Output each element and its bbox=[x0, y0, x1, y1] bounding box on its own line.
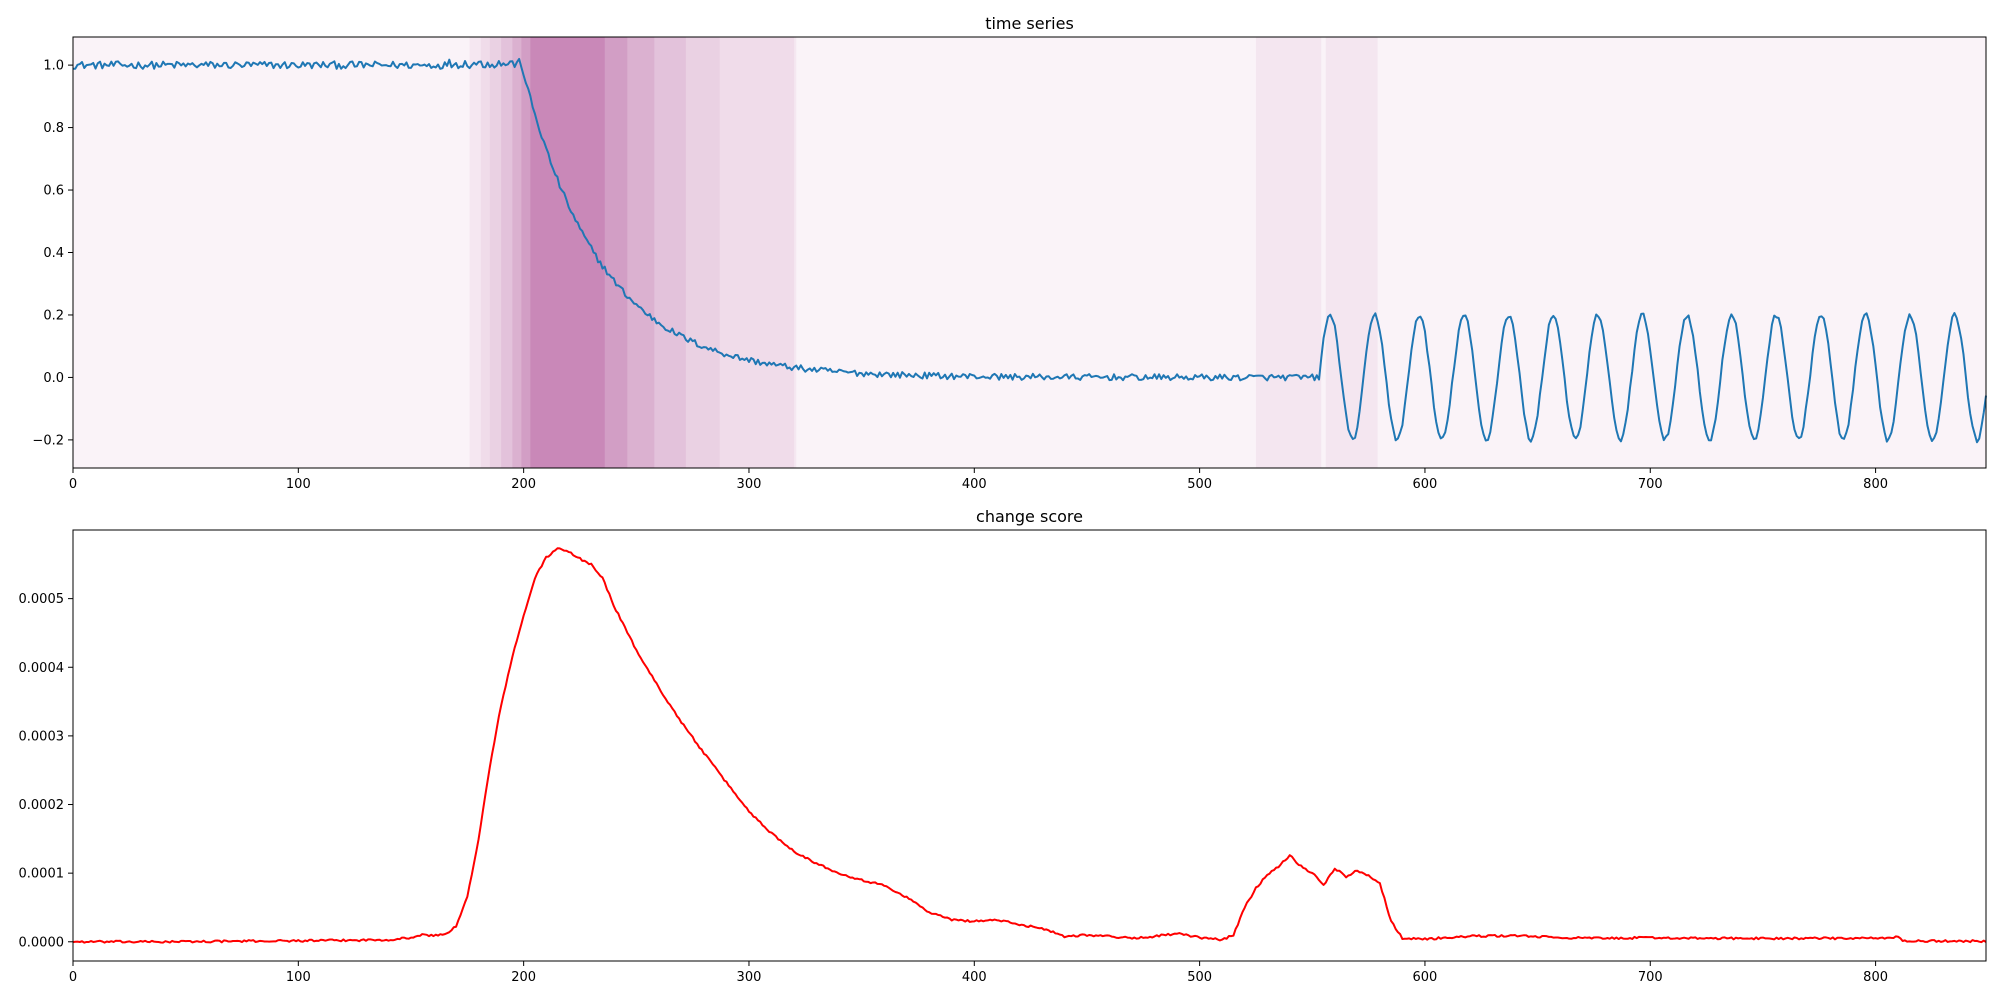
x-tick-label: 800 bbox=[1863, 970, 1888, 985]
x-tick-label: 800 bbox=[1863, 477, 1888, 492]
x-tick-label: 100 bbox=[286, 970, 311, 985]
highlight-band bbox=[521, 37, 628, 468]
x-tick-label: 0 bbox=[69, 477, 77, 492]
highlight-band bbox=[1255, 37, 1322, 468]
x-tick-label: 200 bbox=[511, 477, 536, 492]
x-tick-label: 600 bbox=[1413, 477, 1438, 492]
x-tick-label: 0 bbox=[69, 970, 77, 985]
time-series-line bbox=[72, 57, 1987, 444]
highlight-band bbox=[469, 37, 797, 468]
time-series-panel: 0 100 200 300 400 500 600 700 800 −0.2 0.0 0.2 0.4 0… bbox=[32, 14, 1987, 492]
x-tick-label: 300 bbox=[737, 477, 762, 492]
change-score-panel: 0 100 200 300 400 500 600 700 800 0.00000.00010.… bbox=[19, 507, 1987, 985]
y-tick-label: 0.0005 bbox=[19, 592, 65, 607]
x-tick-label: 200 bbox=[511, 970, 536, 985]
y-axis: 0.0000 0.0001 0.0002 0.0003 0.0004 0.0005 bbox=[19, 592, 73, 950]
highlight-band bbox=[530, 37, 605, 468]
y-tick-label: 0.4 bbox=[43, 246, 64, 261]
y-tick-label: 0.0 bbox=[43, 371, 64, 386]
y-tick-label: 0.6 bbox=[43, 184, 64, 199]
chart-title: change score bbox=[976, 507, 1083, 526]
x-tick-label: 300 bbox=[737, 970, 762, 985]
y-axis: −0.2 0.0 0.2 0.4 0.6 0.8 1.0 bbox=[32, 59, 73, 448]
x-axis: 0 100 200 300 400 500 600 700 800 bbox=[69, 961, 1888, 985]
x-axis: 0 100 200 300 400 500 600 700 800 bbox=[69, 468, 1888, 492]
y-tick-label: −0.2 bbox=[32, 433, 64, 448]
x-tick-label: 500 bbox=[1187, 477, 1212, 492]
x-tick-label: 100 bbox=[286, 477, 311, 492]
highlight-bands bbox=[73, 37, 1986, 468]
highlight-band bbox=[489, 37, 720, 468]
y-tick-label: 0.2 bbox=[43, 308, 64, 323]
highlight-band bbox=[1325, 37, 1378, 468]
x-tick-label: 700 bbox=[1638, 970, 1663, 985]
x-tick-label: 600 bbox=[1413, 970, 1438, 985]
y-tick-label: 0.0001 bbox=[19, 867, 65, 882]
y-tick-label: 0.0000 bbox=[19, 935, 65, 950]
y-tick-label: 0.0002 bbox=[19, 798, 65, 813]
x-tick-label: 700 bbox=[1638, 477, 1663, 492]
y-tick-label: 0.0004 bbox=[19, 661, 65, 676]
plot-frame bbox=[72, 529, 1987, 962]
chart-title: time series bbox=[985, 14, 1074, 33]
x-tick-label: 400 bbox=[962, 477, 987, 492]
x-tick-label: 500 bbox=[1187, 970, 1212, 985]
y-tick-label: 0.8 bbox=[43, 121, 64, 136]
change-score-line bbox=[72, 547, 1987, 944]
x-tick-label: 400 bbox=[962, 970, 987, 985]
y-tick-label: 0.0003 bbox=[19, 729, 65, 744]
highlight-band bbox=[73, 37, 1986, 468]
y-tick-label: 1.0 bbox=[43, 59, 64, 74]
highlight-band bbox=[512, 37, 655, 468]
